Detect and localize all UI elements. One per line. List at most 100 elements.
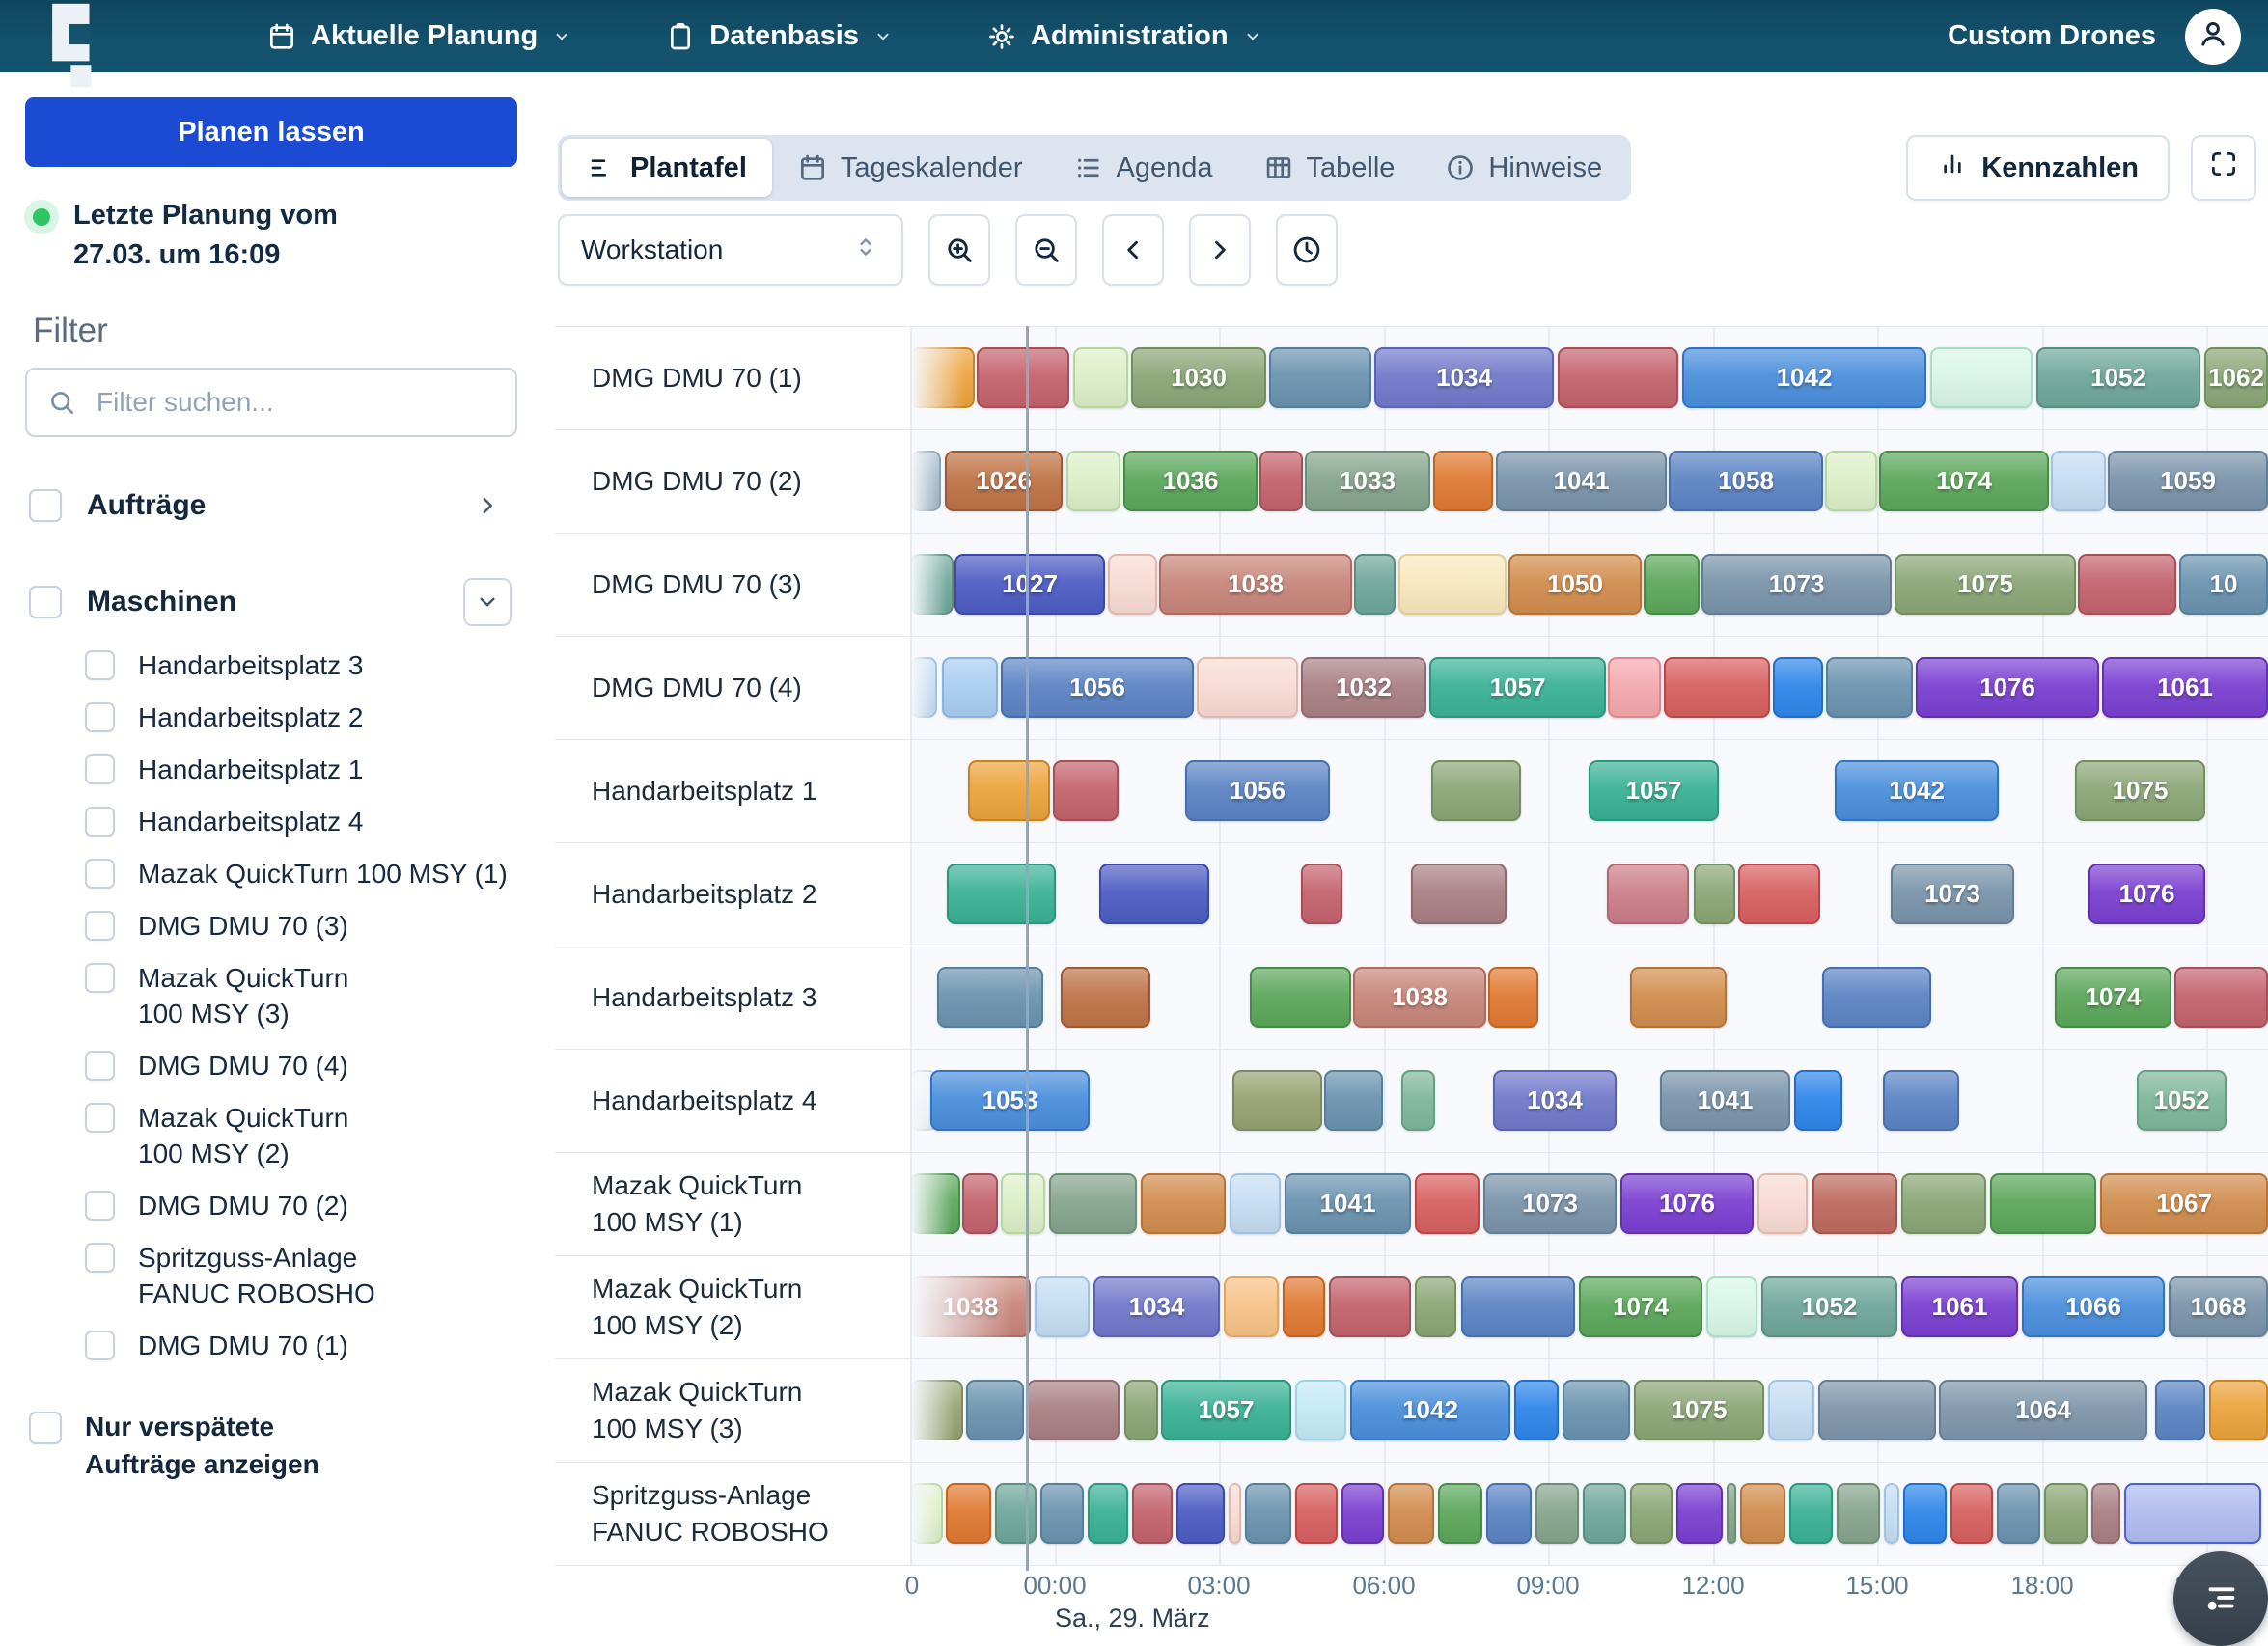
tab-agenda[interactable]: Agenda: [1048, 139, 1238, 197]
tab-tageskalender[interactable]: Tageskalender: [772, 139, 1048, 197]
gantt-bar[interactable]: [2174, 967, 2268, 1028]
gantt-bar[interactable]: [1250, 967, 1351, 1028]
gantt-bar[interactable]: [2209, 1380, 2268, 1440]
gantt-bar[interactable]: [910, 347, 975, 408]
gantt-bar[interactable]: [1644, 554, 1700, 615]
gantt-bar[interactable]: [1488, 967, 1538, 1028]
gantt-bar-1059[interactable]: 1059: [2108, 451, 2268, 511]
gantt-bar[interactable]: [1141, 1173, 1226, 1234]
gantt-bar[interactable]: [1053, 760, 1119, 821]
gantt-bar-1057[interactable]: 1057: [1429, 657, 1606, 718]
gantt-bar[interactable]: [1259, 451, 1303, 511]
gantt-bar[interactable]: [1583, 1483, 1626, 1544]
zoom-in-button[interactable]: [928, 214, 990, 286]
gantt-bar[interactable]: [1415, 1173, 1480, 1234]
gantt-bar[interactable]: [1061, 967, 1150, 1028]
gantt-bar[interactable]: [1664, 657, 1770, 718]
gantt-bar[interactable]: [1301, 864, 1342, 924]
machine-checkbox[interactable]: [85, 963, 115, 993]
gantt-bar-1075[interactable]: 1075: [1634, 1380, 1764, 1440]
gantt-bar[interactable]: [1132, 1483, 1173, 1544]
gantt-bar[interactable]: [1224, 1276, 1279, 1337]
gantt-bar-1061[interactable]: 1061: [2102, 657, 2268, 718]
gantt-bar[interactable]: [1049, 1173, 1137, 1234]
gantt-bar-1053[interactable]: 1053: [930, 1070, 1090, 1131]
gantt-bar[interactable]: [1398, 554, 1507, 615]
gantt-bar[interactable]: [1388, 1483, 1434, 1544]
gantt-bar[interactable]: [1884, 1483, 1899, 1544]
user-avatar-button[interactable]: [2185, 8, 2241, 65]
gantt-bar[interactable]: [1676, 1483, 1723, 1544]
gantt-bar[interactable]: [1229, 1483, 1241, 1544]
gantt-bar-1041[interactable]: 1041: [1285, 1173, 1411, 1234]
gantt-bar-1075[interactable]: 1075: [2075, 760, 2205, 821]
mode-select[interactable]: Workstation: [558, 214, 903, 286]
gantt-bar[interactable]: [1630, 967, 1727, 1028]
gantt-bar-1034[interactable]: 1034: [1493, 1070, 1617, 1131]
tab-tabelle[interactable]: Tabelle: [1238, 139, 1421, 197]
gantt-bar[interactable]: [1088, 1483, 1128, 1544]
gantt-bar[interactable]: [1630, 1483, 1673, 1544]
chevron-right-icon[interactable]: [473, 491, 502, 520]
gantt-bar[interactable]: [1794, 1070, 1842, 1131]
gantt-bar[interactable]: [1415, 1276, 1456, 1337]
gantt-bar-1068[interactable]: 1068: [2169, 1276, 2268, 1337]
gantt-bar-1042[interactable]: 1042: [1682, 347, 1926, 408]
fullscreen-button[interactable]: [2191, 135, 2256, 201]
gantt-bar[interactable]: [942, 657, 998, 718]
menu-aktuelle-planung[interactable]: Aktuelle Planung: [266, 20, 572, 52]
gantt-bar[interactable]: [1901, 1173, 1986, 1234]
gantt-bar-1056[interactable]: 1056: [1185, 760, 1330, 821]
gantt-bar[interactable]: [2091, 1483, 2120, 1544]
maschinen-collapse-button[interactable]: [463, 578, 512, 626]
machine-checkbox[interactable]: [85, 1331, 115, 1360]
gantt-bar[interactable]: [1826, 657, 1913, 718]
gantt-bar-1026[interactable]: 1026: [945, 451, 1063, 511]
gantt-bar[interactable]: [1232, 1070, 1322, 1131]
tab-plantafel[interactable]: Plantafel: [562, 139, 772, 197]
gantt-bar[interactable]: [2078, 554, 2176, 615]
gantt-bar-1032[interactable]: 1032: [1301, 657, 1426, 718]
gantt-bar[interactable]: [1324, 1070, 1383, 1131]
gantt-bar[interactable]: [910, 1173, 960, 1234]
gantt-bar-1041[interactable]: 1041: [1660, 1070, 1790, 1131]
gantt-bar-1073[interactable]: 1073: [1483, 1173, 1617, 1234]
gantt-bar[interactable]: [2044, 1483, 2088, 1544]
plan-button[interactable]: Planen lassen: [25, 97, 517, 167]
auftraege-checkbox[interactable]: [29, 489, 62, 522]
gantt-bar[interactable]: [962, 1173, 998, 1234]
gantt-bar[interactable]: [1295, 1483, 1338, 1544]
machine-checkbox[interactable]: [85, 807, 115, 837]
gantt-bar-1030[interactable]: 1030: [1131, 347, 1266, 408]
machine-checkbox[interactable]: [85, 1191, 115, 1221]
gantt-bar[interactable]: [1108, 554, 1157, 615]
gantt-bar-1075[interactable]: 1075: [1895, 554, 2076, 615]
gantt-bar[interactable]: [2051, 451, 2106, 511]
gantt-bar[interactable]: [1997, 1483, 2040, 1544]
gantt-bar[interactable]: [1818, 1380, 1936, 1440]
gantt-bar[interactable]: [1558, 347, 1678, 408]
gantt-bar-1074[interactable]: 1074: [1579, 1276, 1702, 1337]
gantt-bar-1052[interactable]: 1052: [2137, 1070, 2227, 1131]
gantt-bar-1057[interactable]: 1057: [1161, 1380, 1291, 1440]
gantt-bar[interactable]: [1411, 864, 1507, 924]
gantt-bar[interactable]: [1354, 554, 1396, 615]
gantt-bar[interactable]: [1514, 1380, 1559, 1440]
gantt-bar[interactable]: [1608, 657, 1661, 718]
gantt-bar-1042[interactable]: 1042: [1350, 1380, 1510, 1440]
gantt-bar-1052[interactable]: 1052: [1761, 1276, 1897, 1337]
gantt-bar[interactable]: [910, 657, 937, 718]
machine-checkbox[interactable]: [85, 1243, 115, 1273]
gantt-bar-1057[interactable]: 1057: [1589, 760, 1719, 821]
gantt-bar[interactable]: [947, 864, 1056, 924]
gantt-bar-1056[interactable]: 1056: [1001, 657, 1194, 718]
gantt-bar[interactable]: [966, 1380, 1024, 1440]
gantt-bar-1052[interactable]: 1052: [2036, 347, 2200, 408]
gantt-bar-1076[interactable]: 1076: [1620, 1173, 1754, 1234]
gantt-bar[interactable]: [1001, 1173, 1045, 1234]
gantt-bar[interactable]: [1040, 1483, 1084, 1544]
gantt-bar[interactable]: [910, 451, 941, 511]
gantt-bar[interactable]: [977, 347, 1069, 408]
gantt-bar[interactable]: [1269, 347, 1371, 408]
gantt-bar-1038[interactable]: 1038: [910, 1276, 1031, 1337]
